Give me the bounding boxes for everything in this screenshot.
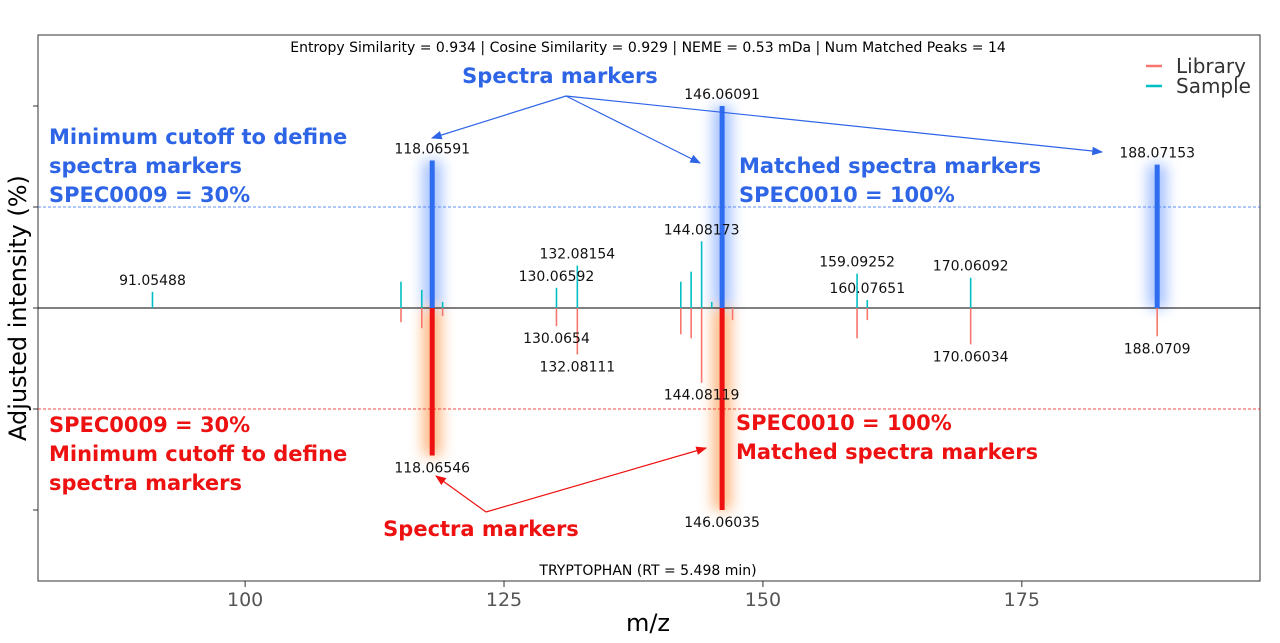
bottom-left-note-line-3: spectra markers	[49, 471, 242, 495]
x-tick-label: 125	[486, 589, 522, 611]
bottom-arrow-right	[485, 446, 708, 513]
top-spectra-markers-label: Spectra markers	[462, 64, 658, 88]
sample-peak-label: 160.07651	[829, 281, 905, 297]
library-peak-label: 130.0654	[523, 331, 590, 347]
library-peak-label: 188.0709	[1124, 341, 1191, 357]
sample-peak-label: 188.07153	[1119, 146, 1195, 162]
library-peak-label: 170.06034	[933, 349, 1009, 365]
sample-peak-label: 132.08154	[539, 247, 615, 263]
top-left-note-line-2: spectra markers	[49, 154, 242, 178]
bottom-right-note-line-1: SPEC0010 = 100%	[736, 411, 952, 435]
legend-sample-label: Sample	[1176, 74, 1251, 98]
sample-peak-label: 144.08173	[664, 222, 740, 238]
legend-library-label: Library	[1176, 54, 1246, 78]
chart-subtitle: TRYPTOPHAN (RT = 5.498 min)	[538, 563, 756, 579]
library-peak-label: 132.08111	[539, 359, 615, 375]
chart-title: Entropy Similarity = 0.934 | Cosine Simi…	[290, 40, 1006, 56]
library-peak-label: 146.06035	[684, 515, 760, 531]
top-arrow-left	[430, 95, 567, 140]
sample-peak-label: 118.06591	[394, 142, 470, 158]
library-peak-label: 118.06546	[394, 460, 470, 476]
x-axis-title: m/z	[626, 609, 670, 637]
sample-peak-label: 146.06091	[684, 87, 760, 103]
top-right-note-line-1: Matched spectra markers	[739, 154, 1041, 178]
reference-lines	[38, 206, 1260, 410]
y-axis-title: Adjusted intensity (%)	[4, 175, 32, 441]
peak-labels: 91.05488 118.06591 130.06592 132.08154 144.0…	[119, 87, 1195, 531]
top-arrow-middle	[565, 95, 701, 164]
sample-peak-label: 130.06592	[519, 269, 595, 285]
bottom-spectra-markers-label: Spectra markers	[383, 517, 579, 541]
x-tick-label: 175	[1004, 589, 1040, 611]
x-tick-label: 150	[745, 589, 781, 611]
bottom-right-note-line-2: Matched spectra markers	[736, 440, 1038, 464]
top-arrow-right	[565, 95, 1104, 156]
bottom-arrow-left	[435, 475, 487, 513]
top-right-note-line-2: SPEC0010 = 100%	[739, 183, 955, 207]
top-left-note-line-3: SPEC0009 = 30%	[49, 183, 250, 207]
library-peak-label: 144.08119	[664, 388, 740, 404]
legend: Library Sample	[1146, 54, 1251, 98]
sample-peak-label: 170.06092	[933, 259, 1009, 275]
sample-peak-label: 91.05488	[119, 273, 186, 289]
bottom-left-note-line-2: Minimum cutoff to define	[49, 442, 347, 466]
peak-stems	[151, 106, 1160, 510]
annotations-bottom: SPEC0009 = 30% Minimum cutoff to define …	[49, 411, 1038, 541]
annotations-top: Spectra markers Minimum cutoff to define…	[49, 64, 1104, 207]
x-tick-label: 100	[227, 589, 263, 611]
axis-ticks: 100 125 150 175	[33, 105, 1040, 611]
top-left-note-line-1: Minimum cutoff to define	[49, 125, 347, 149]
bottom-left-note-line-1: SPEC0009 = 30%	[49, 413, 250, 437]
sample-peak-label: 159.09252	[819, 255, 895, 271]
